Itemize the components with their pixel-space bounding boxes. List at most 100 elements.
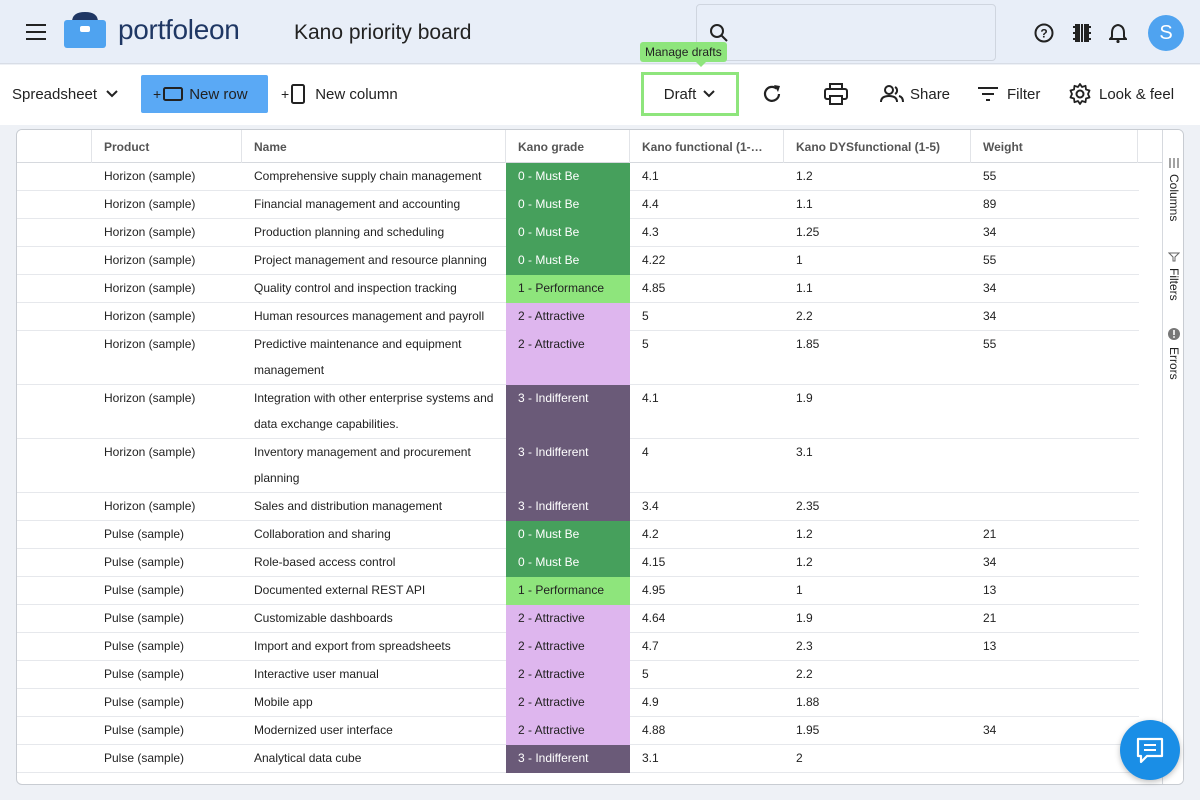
cell-kano-functional[interactable]: 3.4 bbox=[642, 499, 659, 513]
column-header-kano-dysfunctional[interactable]: Kano DYSfunctional (1-5) bbox=[784, 130, 971, 163]
cell-kano-grade[interactable]: 2 - Attractive bbox=[506, 661, 630, 689]
cell-kano-functional[interactable]: 4.3 bbox=[642, 225, 659, 239]
cell-kano-grade[interactable]: 0 - Must Be bbox=[506, 191, 630, 219]
cell-weight[interactable]: 34 bbox=[983, 281, 997, 295]
cell-kano-dysfunctional[interactable]: 1.95 bbox=[796, 723, 820, 737]
cell-name[interactable]: Project management and resource planning bbox=[254, 253, 487, 267]
cell-name[interactable]: Comprehensive supply chain management bbox=[254, 169, 482, 183]
cell-kano-dysfunctional[interactable]: 2.2 bbox=[796, 309, 813, 323]
tab-errors[interactable]: Errors bbox=[1165, 327, 1183, 380]
cell-kano-dysfunctional[interactable]: 1.85 bbox=[796, 337, 820, 351]
cell-product[interactable]: Horizon (sample) bbox=[104, 499, 196, 513]
table-row[interactable]: Pulse (sample) Interactive user manual 2 -… bbox=[17, 661, 1139, 689]
cell-weight[interactable]: 34 bbox=[983, 555, 997, 569]
cell-weight[interactable]: 89 bbox=[983, 197, 997, 211]
share-button[interactable]: Share bbox=[880, 75, 950, 113]
cell-kano-grade[interactable]: 3 - Indifferent bbox=[506, 745, 630, 773]
cell-weight[interactable]: 55 bbox=[983, 337, 997, 351]
new-row-button[interactable]: + New row bbox=[141, 75, 268, 113]
bell-icon[interactable] bbox=[1107, 22, 1129, 44]
column-header-kano-grade[interactable]: Kano grade bbox=[506, 130, 630, 163]
cell-weight[interactable] bbox=[971, 439, 1138, 493]
cell-name[interactable]: Production planning and scheduling bbox=[254, 225, 445, 239]
cell-kano-functional[interactable]: 4.88 bbox=[642, 723, 666, 737]
cell-kano-grade[interactable]: 0 - Must Be bbox=[506, 163, 630, 191]
table-row[interactable]: Pulse (sample) Analytical data cube 3 - In… bbox=[17, 745, 1139, 773]
cell-weight[interactable]: 34 bbox=[983, 723, 997, 737]
cell-weight[interactable] bbox=[971, 745, 1138, 773]
cell-kano-dysfunctional[interactable]: 1.2 bbox=[796, 555, 813, 569]
table-row[interactable]: Horizon (sample) Comprehensive supply cha… bbox=[17, 163, 1139, 191]
cell-name[interactable]: Interactive user manual bbox=[254, 667, 379, 681]
cell-product[interactable]: Pulse (sample) bbox=[104, 751, 185, 765]
draft-dropdown[interactable]: Draft bbox=[641, 72, 739, 116]
cell-kano-dysfunctional[interactable]: 2 bbox=[796, 751, 803, 765]
cell-name[interactable]: Human resources management and payroll bbox=[254, 309, 485, 323]
cell-weight[interactable]: 55 bbox=[983, 169, 997, 183]
table-row[interactable]: Horizon (sample) Human resources manageme… bbox=[17, 303, 1139, 331]
cell-kano-functional[interactable]: 4.85 bbox=[642, 281, 666, 295]
table-row[interactable]: Pulse (sample) Customizable dashboards 2 -… bbox=[17, 605, 1139, 633]
cell-product[interactable]: Pulse (sample) bbox=[104, 667, 185, 681]
cell-kano-grade[interactable]: 1 - Performance bbox=[506, 577, 630, 605]
table-row[interactable]: Pulse (sample) Collaboration and sharing 0… bbox=[17, 521, 1139, 549]
film-icon[interactable] bbox=[1071, 22, 1093, 44]
cell-product[interactable]: Horizon (sample) bbox=[104, 281, 196, 295]
cell-name[interactable]: Analytical data cube bbox=[254, 751, 362, 765]
cell-kano-functional[interactable]: 4.2 bbox=[642, 527, 659, 541]
menu-icon[interactable] bbox=[26, 24, 46, 40]
cell-kano-dysfunctional[interactable]: 1.88 bbox=[796, 695, 820, 709]
cell-kano-functional[interactable]: 4.22 bbox=[642, 253, 666, 267]
cell-kano-grade[interactable]: 2 - Attractive bbox=[506, 331, 630, 385]
cell-kano-grade[interactable]: 2 - Attractive bbox=[506, 303, 630, 331]
cell-kano-functional[interactable]: 5 bbox=[642, 337, 649, 351]
cell-kano-grade[interactable]: 2 - Attractive bbox=[506, 605, 630, 633]
cell-kano-grade[interactable]: 2 - Attractive bbox=[506, 717, 630, 745]
table-row[interactable]: Pulse (sample) Role-based access control 0… bbox=[17, 549, 1139, 577]
cell-name[interactable]: Documented external REST API bbox=[254, 583, 426, 597]
table-row[interactable]: Horizon (sample) Sales and distribution m… bbox=[17, 493, 1139, 521]
cell-kano-dysfunctional[interactable]: 1.1 bbox=[796, 281, 813, 295]
table-row[interactable]: Pulse (sample) Mobile app 2 - Attractive 4.… bbox=[17, 689, 1139, 717]
cell-kano-functional[interactable]: 4.7 bbox=[642, 639, 659, 653]
cell-product[interactable]: Horizon (sample) bbox=[104, 253, 196, 267]
cell-kano-functional[interactable]: 4.1 bbox=[642, 391, 659, 405]
cell-weight[interactable] bbox=[971, 493, 1138, 521]
cell-kano-dysfunctional[interactable]: 3.1 bbox=[796, 445, 813, 459]
cell-kano-functional[interactable]: 4.1 bbox=[642, 169, 659, 183]
cell-kano-dysfunctional[interactable]: 1.1 bbox=[796, 197, 813, 211]
table-row[interactable]: Horizon (sample) Integration with other e… bbox=[17, 385, 1139, 439]
cell-kano-dysfunctional[interactable]: 1.2 bbox=[796, 169, 813, 183]
cell-kano-functional[interactable]: 3.1 bbox=[642, 751, 659, 765]
cell-kano-functional[interactable]: 4.9 bbox=[642, 695, 659, 709]
column-header-name[interactable]: Name bbox=[242, 130, 506, 163]
cell-weight[interactable] bbox=[971, 385, 1138, 439]
cell-product[interactable]: Horizon (sample) bbox=[104, 445, 196, 459]
column-header-product[interactable]: Product bbox=[92, 130, 242, 163]
cell-product[interactable]: Pulse (sample) bbox=[104, 639, 185, 653]
cell-product[interactable]: Pulse (sample) bbox=[104, 695, 185, 709]
help-icon[interactable]: ? bbox=[1033, 22, 1055, 44]
cell-kano-grade[interactable]: 0 - Must Be bbox=[506, 549, 630, 577]
cell-product[interactable]: Horizon (sample) bbox=[104, 309, 196, 323]
cell-name[interactable]: Import and export from spreadsheets bbox=[254, 639, 451, 653]
cell-weight[interactable]: 13 bbox=[983, 639, 997, 653]
cell-product[interactable]: Horizon (sample) bbox=[104, 391, 196, 405]
cell-name[interactable]: Customizable dashboards bbox=[254, 611, 393, 625]
chat-button[interactable] bbox=[1120, 720, 1180, 780]
search-input[interactable] bbox=[696, 4, 996, 61]
refresh-button[interactable] bbox=[761, 75, 783, 113]
cell-kano-dysfunctional[interactable]: 2.3 bbox=[796, 639, 813, 653]
cell-kano-grade[interactable]: 1 - Performance bbox=[506, 275, 630, 303]
cell-kano-grade[interactable]: 2 - Attractive bbox=[506, 633, 630, 661]
cell-weight[interactable]: 34 bbox=[983, 309, 997, 323]
tab-filters[interactable]: Filters bbox=[1165, 252, 1183, 301]
cell-kano-dysfunctional[interactable]: 2.35 bbox=[796, 499, 820, 513]
cell-kano-grade[interactable]: 3 - Indifferent bbox=[506, 385, 630, 439]
cell-name[interactable]: Financial management and accounting bbox=[254, 197, 461, 211]
cell-product[interactable]: Pulse (sample) bbox=[104, 611, 185, 625]
cell-name[interactable]: Quality control and inspection tracking bbox=[254, 281, 457, 295]
cell-weight[interactable]: 55 bbox=[983, 253, 997, 267]
logo[interactable]: portfoleon bbox=[64, 10, 240, 50]
cell-name[interactable]: Inventory management and procurement pla… bbox=[254, 445, 471, 485]
